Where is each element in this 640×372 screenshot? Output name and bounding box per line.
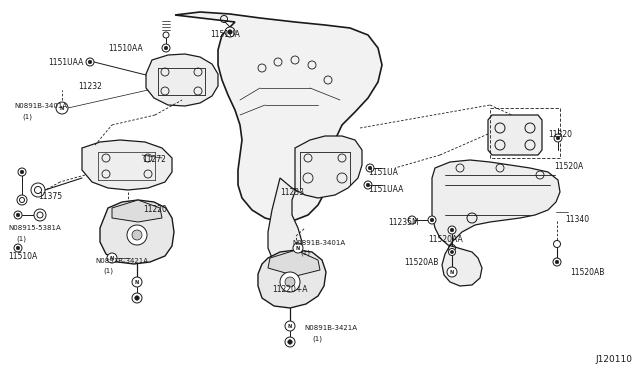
Text: N: N bbox=[296, 246, 300, 250]
Circle shape bbox=[228, 30, 232, 34]
Circle shape bbox=[17, 195, 27, 205]
Circle shape bbox=[554, 134, 562, 142]
Polygon shape bbox=[268, 250, 320, 276]
Text: (1): (1) bbox=[300, 250, 310, 257]
Circle shape bbox=[107, 253, 117, 263]
Circle shape bbox=[428, 216, 436, 224]
Polygon shape bbox=[112, 200, 162, 222]
Text: 11272: 11272 bbox=[142, 155, 166, 164]
Circle shape bbox=[31, 183, 45, 197]
Text: N: N bbox=[60, 106, 64, 110]
Text: 11520AB: 11520AB bbox=[404, 258, 438, 267]
Circle shape bbox=[285, 277, 295, 287]
Circle shape bbox=[285, 337, 295, 347]
Text: 11510A: 11510A bbox=[8, 252, 37, 261]
Text: 11220: 11220 bbox=[143, 205, 167, 214]
Text: 11520AA: 11520AA bbox=[428, 235, 463, 244]
Circle shape bbox=[86, 58, 94, 66]
Circle shape bbox=[368, 166, 372, 170]
Polygon shape bbox=[100, 200, 174, 264]
Circle shape bbox=[14, 211, 22, 219]
Circle shape bbox=[20, 170, 24, 174]
Text: (1): (1) bbox=[16, 235, 26, 241]
Circle shape bbox=[364, 181, 372, 189]
Polygon shape bbox=[82, 140, 172, 190]
Circle shape bbox=[127, 225, 147, 245]
Text: 1151UAA: 1151UAA bbox=[368, 185, 403, 194]
Circle shape bbox=[132, 293, 142, 303]
Circle shape bbox=[14, 244, 22, 252]
Polygon shape bbox=[175, 12, 382, 222]
Circle shape bbox=[225, 27, 235, 37]
Circle shape bbox=[280, 272, 300, 292]
Circle shape bbox=[16, 213, 20, 217]
Circle shape bbox=[448, 226, 456, 234]
Text: 11510AA: 11510AA bbox=[108, 44, 143, 53]
Text: 1151UA: 1151UA bbox=[368, 168, 398, 177]
Text: N0891B-3401A: N0891B-3401A bbox=[292, 240, 345, 246]
Circle shape bbox=[288, 340, 292, 344]
Circle shape bbox=[163, 32, 169, 38]
Circle shape bbox=[35, 186, 42, 193]
Text: 11520AB: 11520AB bbox=[570, 268, 604, 277]
Text: 11340: 11340 bbox=[565, 215, 589, 224]
Circle shape bbox=[450, 228, 454, 232]
Circle shape bbox=[132, 230, 142, 240]
Circle shape bbox=[18, 168, 26, 176]
Circle shape bbox=[162, 44, 170, 52]
Text: 11232: 11232 bbox=[78, 82, 102, 91]
Circle shape bbox=[19, 198, 24, 202]
Circle shape bbox=[449, 248, 456, 256]
Circle shape bbox=[135, 296, 140, 300]
Text: 11235M: 11235M bbox=[388, 218, 419, 227]
Text: N0891B-3421A: N0891B-3421A bbox=[304, 325, 357, 331]
Circle shape bbox=[553, 258, 561, 266]
Text: (1): (1) bbox=[103, 268, 113, 275]
Text: 11220+A: 11220+A bbox=[272, 285, 307, 294]
Circle shape bbox=[34, 209, 46, 221]
Text: 1151UAA: 1151UAA bbox=[48, 58, 83, 67]
Circle shape bbox=[556, 136, 560, 140]
Circle shape bbox=[447, 267, 457, 277]
Circle shape bbox=[285, 321, 295, 331]
Polygon shape bbox=[268, 136, 362, 264]
Text: 11520A: 11520A bbox=[554, 162, 583, 171]
Text: N0891B-3421A: N0891B-3421A bbox=[95, 258, 148, 264]
Text: 11233: 11233 bbox=[280, 188, 304, 197]
Text: (1): (1) bbox=[312, 335, 322, 341]
Circle shape bbox=[16, 246, 20, 250]
Text: (1): (1) bbox=[22, 113, 32, 119]
Text: 11375: 11375 bbox=[38, 192, 62, 201]
Circle shape bbox=[293, 243, 303, 253]
Circle shape bbox=[88, 60, 92, 64]
Polygon shape bbox=[146, 54, 218, 106]
Text: N: N bbox=[135, 279, 139, 285]
Circle shape bbox=[366, 183, 370, 187]
Text: J120110: J120110 bbox=[595, 355, 632, 364]
Text: N: N bbox=[450, 269, 454, 275]
Circle shape bbox=[430, 218, 434, 222]
Circle shape bbox=[366, 164, 374, 172]
Circle shape bbox=[164, 46, 168, 50]
Circle shape bbox=[37, 212, 43, 218]
Circle shape bbox=[556, 260, 559, 264]
Circle shape bbox=[56, 102, 68, 114]
Text: 11320: 11320 bbox=[548, 130, 572, 139]
Text: N: N bbox=[110, 256, 114, 260]
Text: 1151UA: 1151UA bbox=[210, 30, 240, 39]
Text: N08915-5381A: N08915-5381A bbox=[8, 225, 61, 231]
Polygon shape bbox=[488, 115, 542, 155]
Polygon shape bbox=[258, 250, 326, 308]
Circle shape bbox=[132, 277, 142, 287]
Circle shape bbox=[451, 250, 454, 254]
Polygon shape bbox=[432, 160, 560, 286]
Text: N: N bbox=[288, 324, 292, 328]
Text: N0891B-3401A: N0891B-3401A bbox=[14, 103, 67, 109]
